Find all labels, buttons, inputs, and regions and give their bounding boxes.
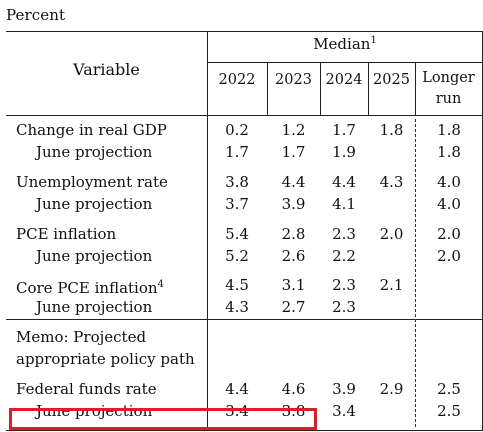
- row-cell-5-4: 2.0: [437, 247, 461, 265]
- row-cell-3-0: 3.7: [225, 195, 249, 213]
- policy-row-label-0: Federal funds rate: [16, 380, 157, 398]
- median-underline: [207, 62, 483, 63]
- col-header-2022: 2022: [218, 72, 256, 88]
- row-cell-2-0: 3.8: [225, 173, 249, 191]
- row-cell-3-4: 4.0: [437, 195, 461, 213]
- policy-row-cell-0-0: 4.4: [225, 380, 249, 398]
- row-cell-6-2: 2.3: [332, 276, 356, 294]
- policy-row-cell-0-2: 3.9: [332, 380, 356, 398]
- memo-label: Memo: Projected appropriate policy path: [16, 326, 206, 370]
- policy-row-cell-1-2: 3.4: [332, 402, 356, 420]
- variable-header: Variable: [73, 60, 140, 79]
- policy-row-cell-0-1: 4.6: [281, 380, 306, 398]
- row-cell-3-1: 3.9: [281, 195, 306, 213]
- row-cell-0-4: 1.8: [437, 121, 461, 139]
- row-cell-1-2: 1.9: [332, 143, 356, 161]
- row-cell-7-0: 4.3: [225, 298, 249, 316]
- row-label-1: June projection: [36, 143, 153, 161]
- row-cell-1-0: 1.7: [225, 143, 249, 161]
- unit-label: Percent: [6, 6, 66, 24]
- row-cell-4-1: 2.8: [281, 225, 306, 243]
- col-divider-2022-2023: [267, 62, 268, 115]
- row-cell-7-1: 2.7: [281, 298, 306, 316]
- projections-table: Median1 Variable 2022 2023 2024 2025 Lon…: [6, 31, 483, 431]
- col-header-2023: 2023: [275, 72, 312, 88]
- longer-run-dashed-divider: [415, 119, 416, 427]
- row-label-6: Core PCE inflation4: [16, 279, 164, 297]
- row-label-7: June projection: [36, 298, 153, 316]
- row-cell-4-3: 2.0: [379, 225, 404, 243]
- policy-row-cell-1-0: 3.4: [225, 402, 249, 420]
- row-cell-7-2: 2.3: [332, 298, 356, 316]
- col-header-longer-run: Longer run: [422, 70, 475, 107]
- row-cell-0-1: 1.2: [281, 121, 306, 139]
- row-cell-0-0: 0.2: [225, 121, 249, 139]
- median-header: Median1: [313, 35, 377, 53]
- policy-row-cell-0-3: 2.9: [379, 380, 404, 398]
- memo-line-2: appropriate policy path: [16, 350, 195, 368]
- row-cell-1-4: 1.8: [437, 143, 461, 161]
- row-cell-2-1: 4.4: [281, 173, 306, 191]
- row-cell-2-4: 4.0: [437, 173, 461, 191]
- row-cell-1-1: 1.7: [281, 143, 306, 161]
- row-label-5: June projection: [36, 247, 153, 265]
- col-divider-2025-longer: [415, 62, 416, 115]
- row-cell-5-1: 2.6: [281, 247, 306, 265]
- col-header-2025: 2025: [373, 72, 410, 88]
- memo-line-1: Memo: Projected: [16, 328, 147, 346]
- policy-row-label-1: June projection: [36, 402, 153, 420]
- federal-funds-highlight-box: [9, 408, 317, 430]
- row-cell-6-3: 2.1: [379, 276, 404, 294]
- row-cell-0-2: 1.7: [332, 121, 356, 139]
- row-cell-6-1: 3.1: [281, 276, 306, 294]
- row-label-2: Unemployment rate: [16, 173, 168, 191]
- row-cell-4-0: 5.4: [225, 225, 249, 243]
- row-cell-6-0: 4.5: [225, 276, 249, 294]
- row-cell-3-2: 4.1: [332, 195, 356, 213]
- row-cell-4-2: 2.3: [332, 225, 356, 243]
- col-divider-2024-2025: [368, 62, 369, 115]
- row-label-4: PCE inflation: [16, 225, 117, 243]
- row-cell-0-3: 1.8: [379, 121, 404, 139]
- col-header-2024: 2024: [325, 72, 363, 88]
- row-cell-2-2: 4.4: [332, 173, 356, 191]
- row-cell-2-3: 4.3: [379, 173, 404, 191]
- row-cell-4-4: 2.0: [437, 225, 461, 243]
- policy-row-cell-1-1: 3.8: [281, 402, 306, 420]
- header-bottom-rule: [6, 115, 483, 116]
- col-divider-2023-2024: [320, 62, 321, 115]
- memo-top-rule: [6, 319, 483, 320]
- policy-row-cell-0-4: 2.5: [437, 380, 461, 398]
- policy-row-cell-1-4: 2.5: [437, 402, 461, 420]
- row-label-3: June projection: [36, 195, 153, 213]
- row-cell-5-0: 5.2: [225, 247, 249, 265]
- row-label-0: Change in real GDP: [16, 121, 167, 139]
- variable-column-divider: [207, 32, 209, 430]
- row-cell-5-2: 2.2: [332, 247, 356, 265]
